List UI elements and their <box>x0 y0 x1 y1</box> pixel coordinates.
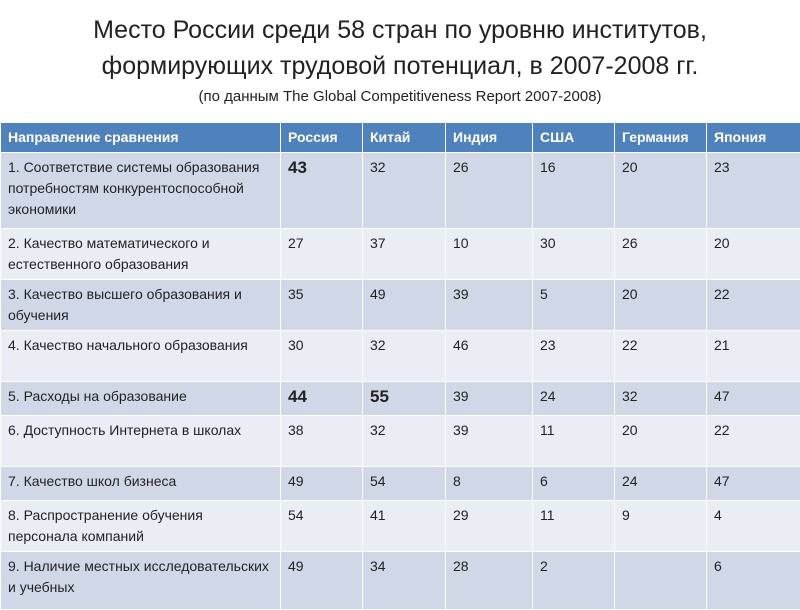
row-label: 4. Качество начального образования <box>1 331 281 382</box>
rank-cell: 30 <box>281 331 363 382</box>
row-label: 6. Доступность Интернета в школах <box>1 416 281 467</box>
rank-cell: 44 <box>281 382 363 416</box>
rank-cell: 47 <box>707 467 800 501</box>
rank-cell: 20 <box>615 416 707 467</box>
rank-cell: 11 <box>533 501 615 552</box>
rank-cell: 32 <box>615 382 707 416</box>
rank-cell: 39 <box>446 382 533 416</box>
column-header: Направление сравнения <box>1 123 281 153</box>
rank-cell: 22 <box>615 331 707 382</box>
rank-cell: 37 <box>363 229 446 280</box>
row-label: 5. Расходы на образование <box>1 382 281 416</box>
table-row: 1. Соответствие системы образования потр… <box>1 153 800 229</box>
column-header: Индия <box>446 123 533 153</box>
subtitle: (по данным The Global Competitiveness Re… <box>0 88 800 105</box>
row-label: 1. Соответствие системы образования потр… <box>1 153 281 229</box>
rank-cell: 49 <box>281 467 363 501</box>
rank-cell: 23 <box>533 331 615 382</box>
rank-cell: 34 <box>363 552 446 610</box>
rank-cell <box>615 552 707 610</box>
table-row: 8. Распространение обучения персонала ко… <box>1 501 800 552</box>
rank-cell: 43 <box>281 153 363 229</box>
rank-cell: 21 <box>707 331 800 382</box>
rank-cell: 47 <box>707 382 800 416</box>
rank-cell: 54 <box>363 467 446 501</box>
rank-cell: 26 <box>446 153 533 229</box>
rank-cell: 20 <box>707 229 800 280</box>
rank-cell: 23 <box>707 153 800 229</box>
rank-cell: 6 <box>707 552 800 610</box>
rank-cell: 20 <box>615 153 707 229</box>
rank-cell: 22 <box>707 280 800 331</box>
column-header: Германия <box>615 123 707 153</box>
table-row: 2. Качество математического и естественн… <box>1 229 800 280</box>
rank-cell: 30 <box>533 229 615 280</box>
rank-cell: 11 <box>533 416 615 467</box>
rank-cell: 8 <box>446 467 533 501</box>
rank-cell: 32 <box>363 416 446 467</box>
rank-cell: 5 <box>533 280 615 331</box>
rank-cell: 35 <box>281 280 363 331</box>
row-label: 9. Наличие местных исследовательских и у… <box>1 552 281 610</box>
column-header: Россия <box>281 123 363 153</box>
column-header: США <box>533 123 615 153</box>
row-label: 7. Качество школ бизнеса <box>1 467 281 501</box>
rank-cell: 2 <box>533 552 615 610</box>
rank-cell: 4 <box>707 501 800 552</box>
rank-cell: 24 <box>533 382 615 416</box>
rank-cell: 24 <box>615 467 707 501</box>
title-line: Место России среди 58 стран по уровню ин… <box>0 14 800 46</box>
rank-cell: 27 <box>281 229 363 280</box>
row-label: 8. Распространение обучения персонала ко… <box>1 501 281 552</box>
rank-cell: 6 <box>533 467 615 501</box>
rank-cell: 39 <box>446 280 533 331</box>
table-body: 1. Соответствие системы образования потр… <box>1 153 800 610</box>
row-label: 3. Качество высшего образования и обучен… <box>1 280 281 331</box>
rank-cell: 16 <box>533 153 615 229</box>
rank-cell: 39 <box>446 416 533 467</box>
column-header: Япония <box>707 123 800 153</box>
rank-cell: 28 <box>446 552 533 610</box>
rank-cell: 38 <box>281 416 363 467</box>
rank-cell: 41 <box>363 501 446 552</box>
row-label: 2. Качество математического и естественн… <box>1 229 281 280</box>
table-row: 3. Качество высшего образования и обучен… <box>1 280 800 331</box>
rank-cell: 32 <box>363 153 446 229</box>
rank-cell: 20 <box>615 280 707 331</box>
rank-cell: 49 <box>281 552 363 610</box>
rank-cell: 9 <box>615 501 707 552</box>
rank-cell: 10 <box>446 229 533 280</box>
rank-cell: 32 <box>363 331 446 382</box>
rank-cell: 29 <box>446 501 533 552</box>
table-row: 9. Наличие местных исследовательских и у… <box>1 552 800 610</box>
rank-cell: 49 <box>363 280 446 331</box>
rank-cell: 22 <box>707 416 800 467</box>
rank-cell: 54 <box>281 501 363 552</box>
rank-cell: 46 <box>446 331 533 382</box>
title-line: формирующих трудовой потенциал, в 2007-2… <box>0 50 800 82</box>
column-header: Китай <box>363 123 446 153</box>
rank-cell: 26 <box>615 229 707 280</box>
rank-cell: 55 <box>363 382 446 416</box>
